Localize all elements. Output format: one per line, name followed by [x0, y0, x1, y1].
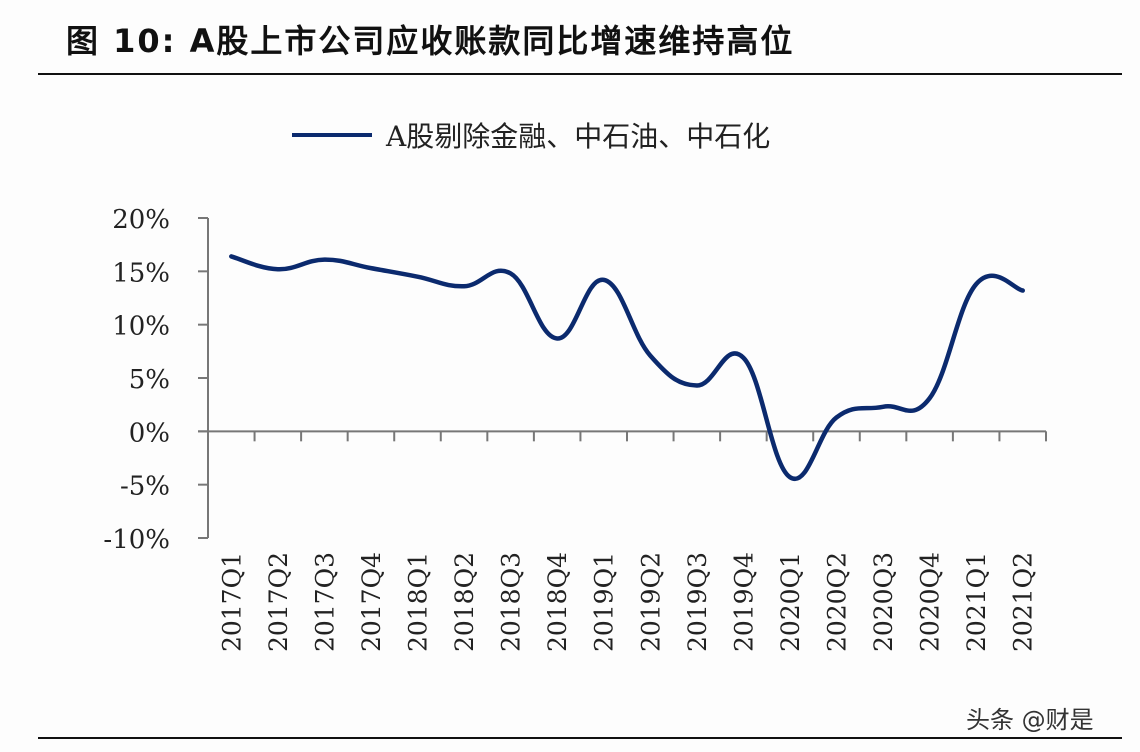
- y-tick-label: 0%: [129, 418, 170, 448]
- x-tick-label: 2017Q1: [217, 552, 246, 652]
- chart-axes: [198, 217, 1047, 539]
- bottom-divider: [38, 737, 1122, 739]
- y-tick-label: 5%: [129, 365, 170, 395]
- y-axis-labels: 20% 15% 10% 5% 0% -5% -10%: [103, 205, 170, 555]
- x-tick-label: 2018Q2: [450, 552, 479, 652]
- x-tick-label: 2020Q3: [869, 552, 898, 652]
- x-tick-label: 2017Q3: [310, 552, 339, 652]
- x-tick-label: 2017Q2: [264, 552, 293, 652]
- top-divider: [38, 73, 1122, 75]
- y-tick-label: -5%: [120, 472, 170, 502]
- chart-title: 图 10: A股上市公司应收账款同比增速维持高位: [66, 22, 795, 60]
- x-tick-label: 2021Q1: [962, 552, 991, 652]
- x-tick-label: 2020Q1: [776, 552, 805, 652]
- y-tick-label: 20%: [112, 205, 170, 235]
- x-tick-label: 2018Q4: [543, 552, 572, 652]
- legend-swatch-line: [292, 133, 372, 137]
- chart-legend: A股剔除金融、中石油、中石化: [292, 115, 770, 155]
- x-tick-label: 2018Q3: [497, 552, 526, 652]
- x-tick-label: 2017Q4: [357, 552, 386, 652]
- x-tick-label: 2020Q2: [823, 552, 852, 652]
- x-tick-label: 2018Q1: [404, 552, 433, 652]
- x-tick-label: 2019Q4: [729, 552, 758, 652]
- legend-label: A股剔除金融、中石油、中石化: [386, 120, 771, 153]
- x-tick-label: 2021Q2: [1009, 552, 1038, 652]
- x-tick-label: 2019Q1: [590, 552, 619, 652]
- y-tick-label: -10%: [103, 525, 170, 555]
- y-tick-label: 15%: [112, 258, 170, 288]
- y-tick-label: 10%: [112, 312, 170, 342]
- series-line: [229, 254, 1025, 481]
- x-tick-label: 2019Q2: [636, 552, 665, 652]
- x-tick-label: 2019Q3: [683, 552, 712, 652]
- watermark: 头条 @财是: [966, 706, 1094, 734]
- x-tick-label: 2020Q4: [916, 552, 945, 652]
- x-axis-labels: 2017Q1 2017Q2 2017Q3 2017Q4 2018Q1 2018Q2 2018…: [217, 552, 1037, 652]
